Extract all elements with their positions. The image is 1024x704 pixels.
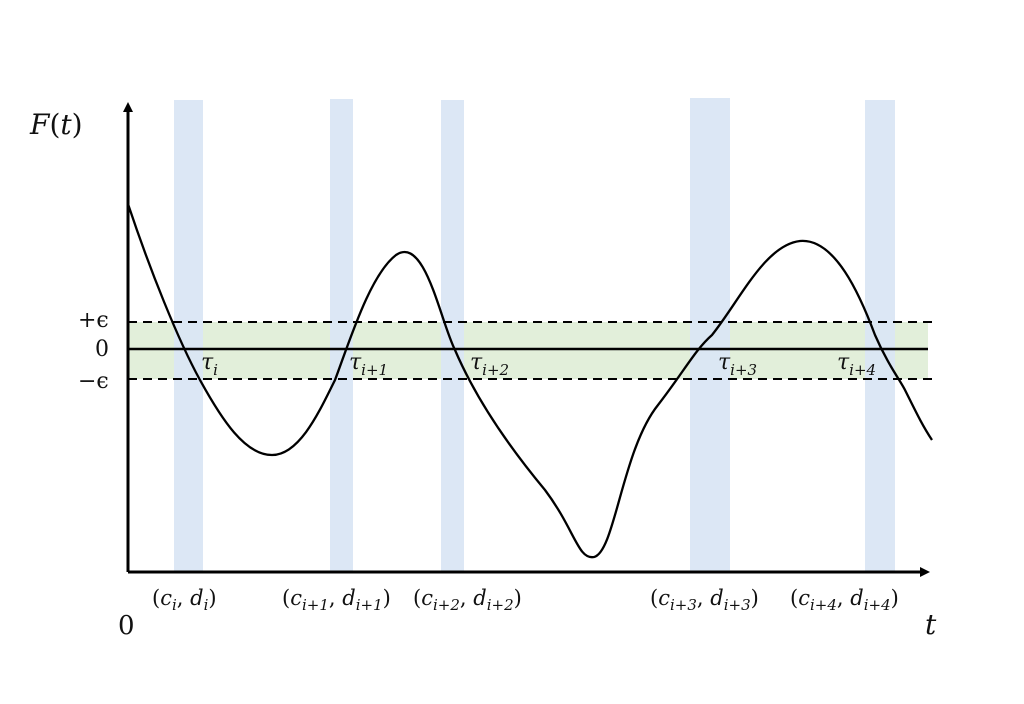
interval-label-i: (ci, di) [152,586,217,614]
interval-bar-i4 [865,100,895,572]
interval-bar-i3 [690,98,730,572]
tau-label-i2: τi+2 [470,350,509,379]
tau-label-i: τi [201,350,218,379]
zero-level-label: 0 [95,337,109,362]
y-axis-label: F(t) [29,108,83,141]
tau-label-i4: τi+4 [837,350,876,379]
minus-epsilon-label: −ϵ [78,369,109,394]
interval-label-i4: (ci+4, di+4) [790,586,899,614]
epsilon-band [128,322,928,379]
interval-bar-i2 [441,100,464,572]
tau-label-i3: τi+3 [718,350,757,379]
interval-label-i1: (ci+1, di+1) [282,586,391,614]
tau-label-i1: τi+1 [349,350,388,379]
interval-label-i2: (ci+2, di+2) [413,586,522,614]
interval-bar-i1 [330,99,353,572]
function-curve [126,203,933,559]
interval-label-i3: (ci+3, di+3) [650,586,759,614]
plus-epsilon-label: +ϵ [78,308,109,333]
origin-label: 0 [118,611,135,641]
x-axis-label: t [925,608,937,641]
